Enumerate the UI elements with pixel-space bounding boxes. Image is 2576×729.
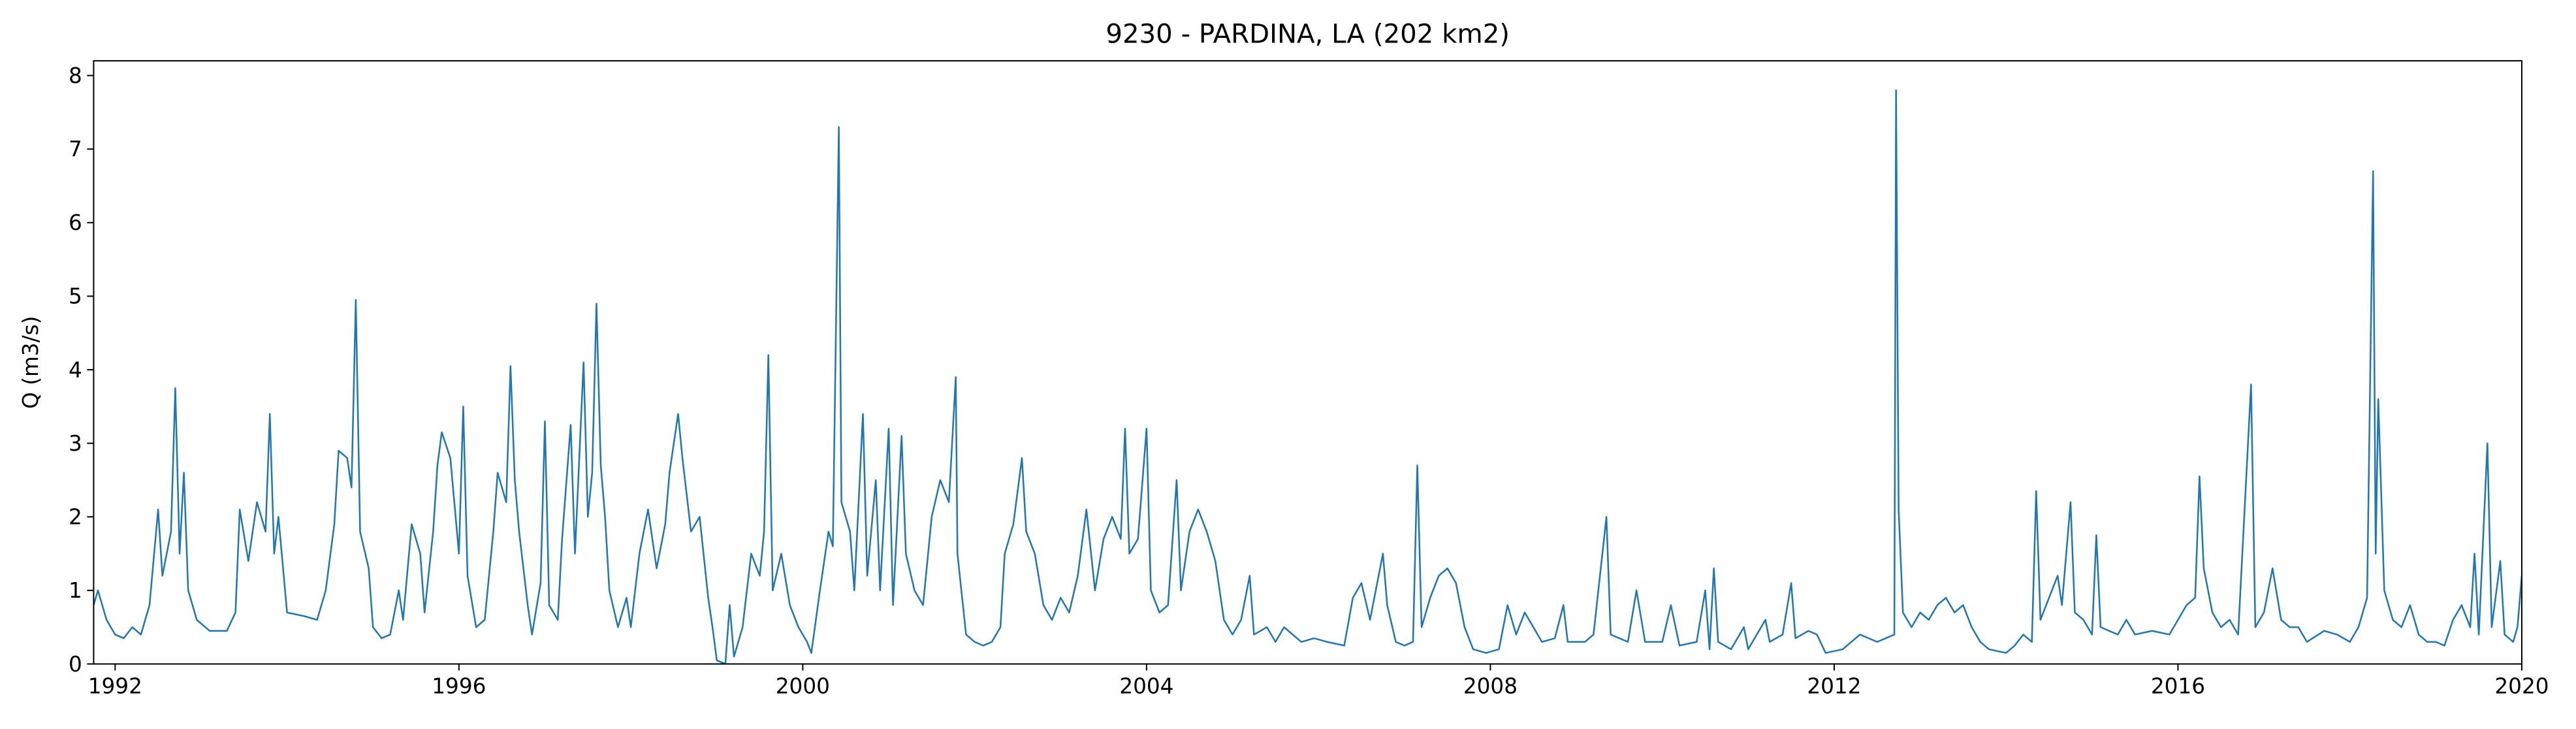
- y-tick-label: 3: [69, 431, 82, 456]
- y-axis-label: Q (m3/s): [18, 316, 43, 409]
- x-tick-label: 2008: [1463, 674, 1518, 699]
- y-tick-label: 2: [69, 505, 82, 530]
- x-tick-label: 2020: [2494, 674, 2549, 699]
- y-tick-label: 1: [69, 578, 82, 603]
- x-tick-label: 1992: [88, 674, 142, 699]
- x-tick-label: 1996: [432, 674, 486, 699]
- data-line: [93, 89, 2522, 664]
- y-tick-label: 0: [69, 652, 82, 677]
- y-tick-label: 8: [69, 63, 82, 88]
- chart-title: 9230 - PARDINA, LA (202 km2): [1105, 19, 1510, 49]
- y-tick-label: 5: [69, 284, 82, 309]
- plot-frame: [93, 60, 2522, 665]
- x-tick-label: 2000: [776, 674, 830, 699]
- x-tick-label: 2016: [2151, 674, 2205, 699]
- y-tick-label: 6: [69, 210, 82, 235]
- y-tick-label: 7: [69, 137, 82, 162]
- y-tick-label: 4: [69, 357, 82, 382]
- x-tick-label: 2004: [1119, 674, 1173, 699]
- x-tick-label: 2012: [1807, 674, 1861, 699]
